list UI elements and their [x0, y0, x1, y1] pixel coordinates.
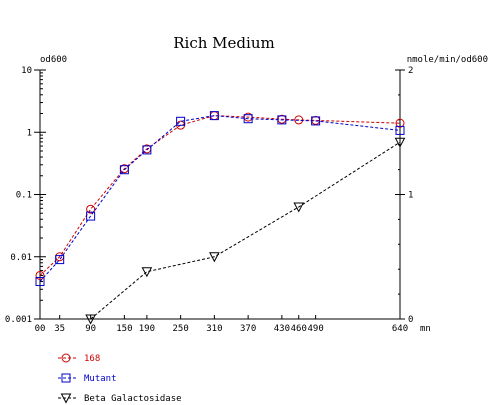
data-point [35, 277, 45, 287]
legend-item: 168 [58, 353, 100, 364]
data-point [209, 111, 219, 121]
x-tick-label: 490 [307, 324, 323, 334]
data-point [119, 165, 129, 175]
series-line [90, 141, 401, 320]
y-left-axis-label: od600 [40, 55, 67, 65]
data-point [395, 118, 405, 128]
data-point [141, 267, 153, 278]
y-right-tick-label: 0 [408, 315, 413, 325]
legend-item: Mutant [58, 373, 117, 384]
x-tick-label: 370 [240, 324, 256, 334]
y-left-tick-label: 0.1 [16, 191, 32, 201]
series-line [39, 115, 401, 282]
x-tick-label: 35 [54, 324, 65, 334]
series-1 [35, 111, 405, 287]
x-axis-label: mn [420, 324, 431, 334]
data-point [243, 114, 253, 124]
data-point [294, 115, 304, 125]
legend-marker [60, 393, 72, 404]
data-point [277, 115, 287, 125]
data-point [394, 137, 406, 148]
series-line [39, 115, 401, 276]
x-tick-label: 90 [85, 324, 96, 334]
data-point [86, 211, 96, 221]
data-point [85, 314, 96, 325]
data-point [395, 125, 405, 135]
data-point [311, 116, 321, 126]
x-tick-label: 250 [172, 324, 188, 334]
y-right-tick-label: 2 [408, 66, 413, 76]
series-0 [35, 111, 405, 280]
data-point [293, 202, 305, 213]
y-left-tick-label: 0.01 [10, 253, 32, 263]
y-left-tick-label: 1 [27, 128, 32, 138]
legend-marker [61, 373, 71, 383]
x-tick-label: 190 [139, 324, 155, 334]
y-left-tick-label: 0.001 [5, 315, 32, 325]
legend-item: Beta Galactosidase [58, 393, 182, 404]
x-tick-label: 640 [392, 324, 408, 334]
y-right-axis-label: nmole/min/od600 [407, 55, 488, 65]
data-point [176, 116, 186, 126]
plot-area [35, 111, 406, 325]
data-point [209, 252, 220, 263]
legend-label: Beta Galactosidase [84, 394, 182, 404]
x-tick-label: 460 [291, 324, 307, 334]
x-tick-label: 00 [35, 324, 46, 334]
y-right-tick-label: 1 [408, 191, 413, 201]
chart-title: Rich Medium [173, 34, 274, 52]
legend-label: Mutant [84, 374, 117, 384]
data-point [35, 270, 45, 280]
legend-label: 168 [84, 354, 100, 364]
data-point [55, 255, 65, 265]
legend: 168 Mutant Beta Galactosidase [58, 353, 182, 404]
legend-marker [61, 353, 71, 363]
axes: 0.001 0.01 0.1 1 10 0 1 2 00 35 90 150 190 250 310 370 4… [5, 66, 414, 334]
data-point [86, 204, 96, 214]
y-left-tick-label: 10 [21, 66, 32, 76]
data-point [142, 145, 152, 155]
series-2 [85, 137, 406, 325]
x-tick-label: 310 [206, 324, 222, 334]
x-tick-label: 430 [274, 324, 290, 334]
x-tick-label: 150 [116, 324, 132, 334]
